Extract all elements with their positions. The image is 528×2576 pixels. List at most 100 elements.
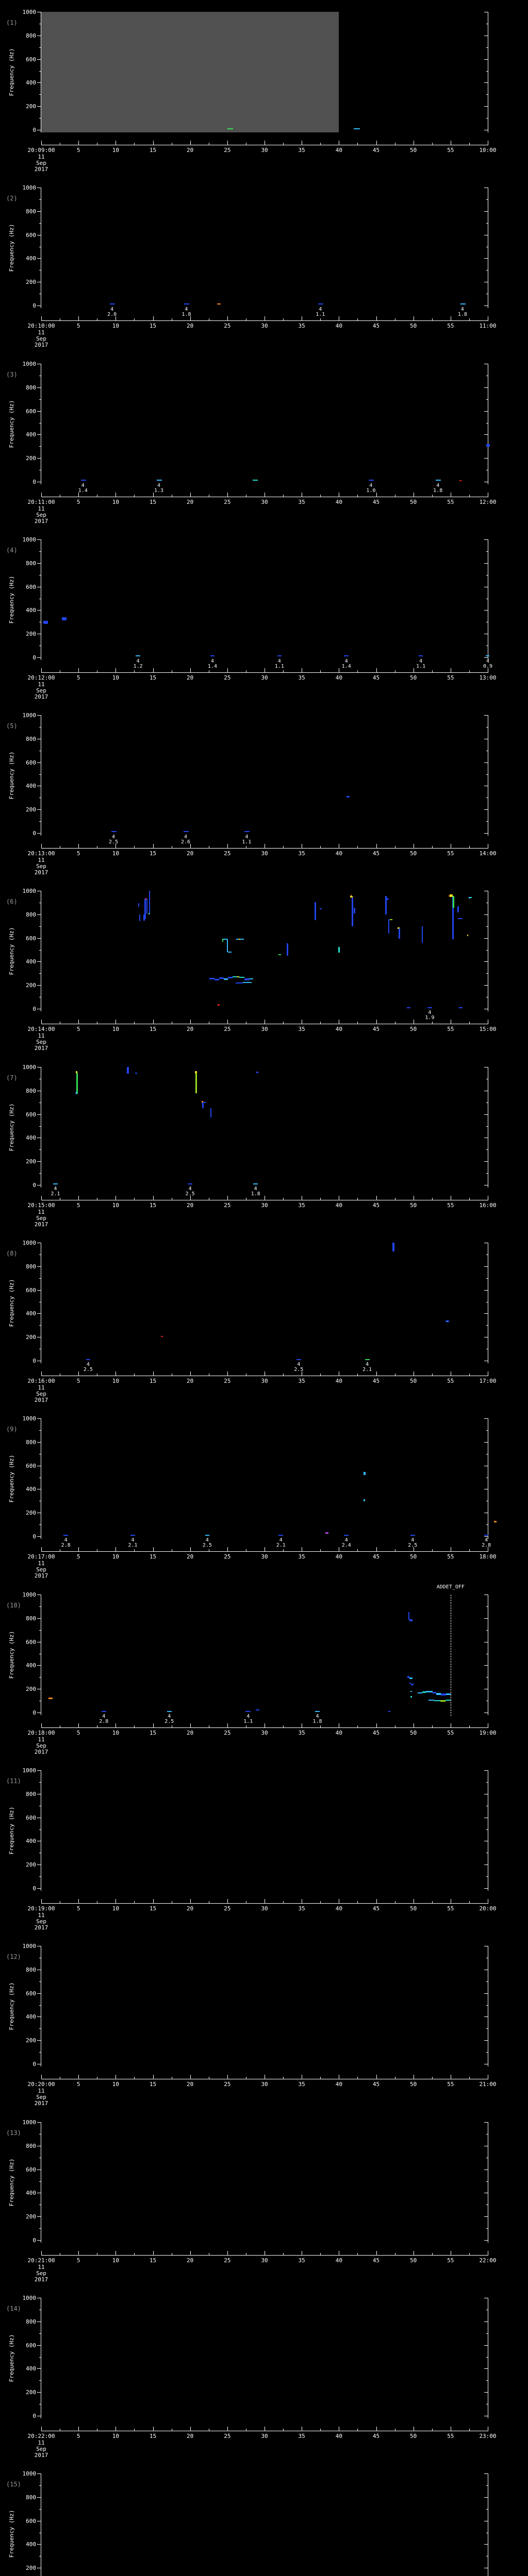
plot-area xyxy=(41,12,488,132)
y-tick xyxy=(37,961,41,962)
spectrogram-event xyxy=(458,918,463,920)
x-tick-minor xyxy=(357,1198,358,1200)
x-tick xyxy=(78,1723,79,1727)
y-tick xyxy=(39,1606,41,1607)
y-tick xyxy=(39,926,41,927)
y-tick xyxy=(37,387,41,388)
addet-off-label: ADDET_OFF xyxy=(436,1584,465,1590)
detection-label: 4 2.5 xyxy=(408,1537,418,1548)
plot-area xyxy=(41,1946,488,2066)
date-label: 2017 xyxy=(34,1045,48,1052)
spectrogram-event xyxy=(418,655,423,657)
panel-index-label: (6) xyxy=(6,898,18,905)
start-time-label: 20:11:00 xyxy=(27,499,55,505)
x-tick-minor xyxy=(320,1374,321,1376)
y-tick xyxy=(39,2380,41,2381)
spectrogram-event xyxy=(450,894,453,897)
x-tick-minor xyxy=(432,1901,433,1903)
y-tick xyxy=(39,1829,41,1830)
date-label: Sep xyxy=(36,2446,46,2452)
y-tick-label: 600 xyxy=(26,408,36,415)
x-tick-label: 10 xyxy=(112,674,119,681)
date-label: 11 xyxy=(38,2088,45,2094)
spectrogram-event xyxy=(195,1071,197,1073)
y-tick-right xyxy=(484,1888,488,1889)
date-label: 2017 xyxy=(34,518,48,524)
x-tick-label: 40 xyxy=(335,2081,342,2088)
panel-index-label: (8) xyxy=(6,1250,18,1257)
spectrogram-event xyxy=(239,976,244,978)
spectrogram-event xyxy=(467,935,469,936)
x-tick xyxy=(227,1899,228,1903)
x-tick xyxy=(376,1020,377,1024)
date-label: Sep xyxy=(36,2094,46,2100)
y-tick xyxy=(39,1524,41,1526)
x-tick-label: 15 xyxy=(149,2081,157,2088)
date-label: 2017 xyxy=(34,1397,48,1403)
x-tick-label: 55 xyxy=(447,2433,454,2439)
detection-label: 4 1.8 xyxy=(433,483,443,494)
y-tick-right xyxy=(486,1981,488,1982)
y-tick-right xyxy=(484,1114,488,1115)
x-tick-label: 35 xyxy=(298,2081,305,2088)
panel-3: (3) Frequency (Hz) 0 200 400 600 800 1000 20:11:… xyxy=(0,352,528,528)
x-tick-label: 10 xyxy=(112,850,119,857)
spectrogram-event xyxy=(364,1472,366,1475)
spectrogram-event xyxy=(410,1534,415,1536)
y-tick-label: 1000 xyxy=(22,1415,37,1422)
y-tick xyxy=(39,446,41,447)
frequency-axis-title: Frequency (Hz) xyxy=(8,575,15,624)
x-tick-label: 40 xyxy=(335,2433,342,2439)
x-tick-label: 25 xyxy=(224,850,231,857)
x-tick-minor xyxy=(283,1198,284,1200)
y-tick xyxy=(37,82,41,83)
y-tick-right xyxy=(484,2240,488,2241)
y-tick-label: 0 xyxy=(32,127,36,133)
x-tick-label: 15 xyxy=(149,2257,157,2264)
detection-label: 4 2.1 xyxy=(51,1186,60,1197)
detection-label: 4 1.1 xyxy=(243,1714,253,1724)
y-tick-label: 1000 xyxy=(22,536,37,543)
y-tick xyxy=(37,1618,41,1619)
spectrogram-event xyxy=(161,1335,163,1337)
x-tick-minor xyxy=(432,318,433,320)
spectrogram-event xyxy=(346,795,350,798)
x-axis xyxy=(41,1551,488,1552)
date-label: 11 xyxy=(38,1912,45,1919)
y-tick-label: 0 xyxy=(32,2413,36,2419)
y-tick-right xyxy=(484,715,488,716)
x-tick-minor xyxy=(432,1549,433,1551)
x-tick xyxy=(227,668,228,672)
detection-label: 4 2.5 xyxy=(294,1362,304,1372)
spectrogram-event xyxy=(354,128,360,130)
x-tick-minor xyxy=(432,1725,433,1727)
panel-index-label: (11) xyxy=(6,1777,21,1785)
plot-area xyxy=(41,1067,488,1188)
start-time-label: 20:22:00 xyxy=(27,2433,55,2439)
frequency-axis-title: Frequency (Hz) xyxy=(8,751,15,800)
spectrogram-event xyxy=(460,303,466,305)
x-tick-label: 35 xyxy=(298,1378,305,1384)
start-time-label: 20:19:00 xyxy=(27,1905,55,1912)
x-tick-label: 5 xyxy=(76,2257,80,2264)
panel-index-label: (5) xyxy=(6,722,18,730)
x-tick-label: 50 xyxy=(410,1553,417,1560)
x-tick-label: 40 xyxy=(335,499,342,505)
end-time-label: 15:00 xyxy=(479,1026,497,1032)
y-tick-label: 600 xyxy=(26,935,36,942)
x-tick-label: 50 xyxy=(410,2433,417,2439)
y-tick-label: 600 xyxy=(26,56,36,63)
y-tick xyxy=(39,1325,41,1326)
x-tick-label: 55 xyxy=(447,674,454,681)
spectrogram-event xyxy=(243,982,252,984)
x-tick-label: 30 xyxy=(261,1730,268,1736)
detection-label: 4 2.1 xyxy=(128,1537,138,1548)
date-label: 2017 xyxy=(34,1221,48,1228)
spectrogram-event xyxy=(459,480,462,481)
end-time-label: 16:00 xyxy=(479,1202,497,1209)
spectrogram-event xyxy=(278,1534,284,1536)
x-tick-label: 35 xyxy=(298,1730,305,1736)
y-tick xyxy=(37,1114,41,1115)
y-tick-label: 400 xyxy=(26,958,36,965)
y-tick-right xyxy=(486,774,488,775)
